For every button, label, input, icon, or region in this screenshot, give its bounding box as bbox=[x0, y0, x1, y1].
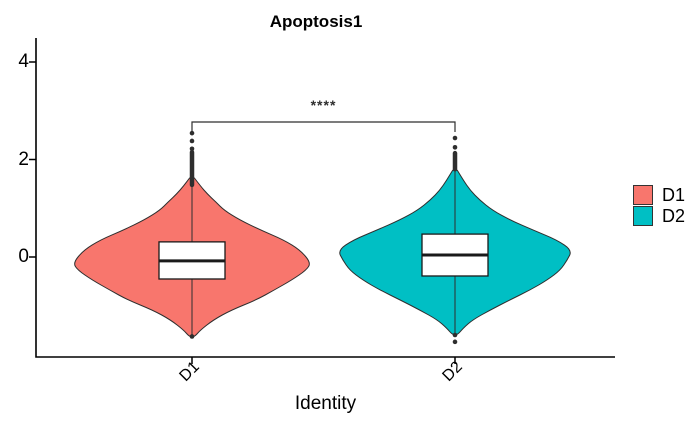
legend-label-d1: D1 bbox=[662, 185, 686, 205]
legend-item-d1: D1 bbox=[633, 185, 685, 205]
y-axis-tick-label-4: 4 bbox=[18, 51, 29, 72]
legend-item-d2: D2 bbox=[633, 206, 685, 226]
significance-stars: **** bbox=[310, 96, 337, 113]
plot-title: Apoptosis1 bbox=[269, 12, 363, 31]
y-axis-tick-label-2: 2 bbox=[18, 148, 29, 170]
legend-label-d2: D2 bbox=[662, 206, 686, 226]
x-axis-title: Identity bbox=[294, 393, 357, 414]
legend-key-d1-swatch bbox=[633, 185, 653, 205]
y-axis-tick-label-0: 0 bbox=[18, 246, 29, 267]
legend-key-d2-swatch bbox=[633, 206, 653, 226]
legend: D1 D2 bbox=[633, 185, 685, 226]
